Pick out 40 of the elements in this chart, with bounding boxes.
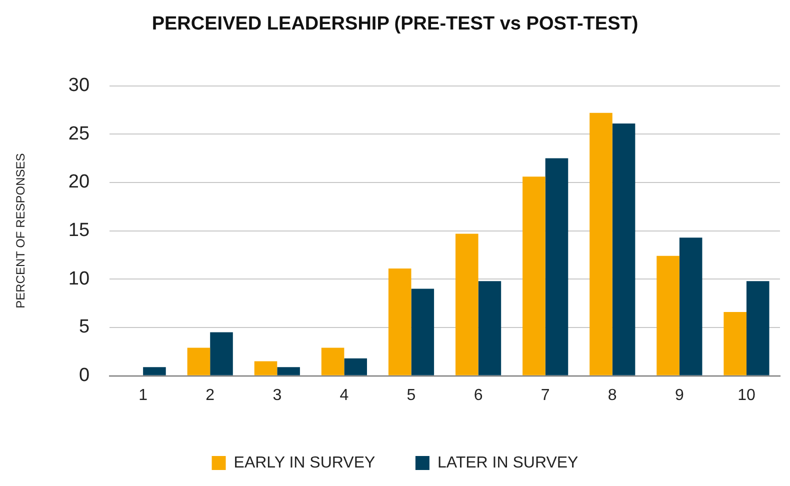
bar	[478, 281, 502, 376]
legend-label: EARLY IN SURVEY	[234, 454, 376, 472]
bar	[277, 367, 300, 376]
y-tick-label: 30	[68, 75, 90, 96]
x-tick-label: 4	[340, 386, 349, 404]
x-tick-label: 9	[674, 386, 684, 404]
bar	[746, 281, 770, 376]
x-tick-label: 8	[608, 386, 617, 404]
x-tick-label: 3	[272, 386, 282, 404]
y-tick-label: 15	[68, 220, 90, 242]
y-tick-label: 0	[78, 365, 90, 386]
bar	[321, 348, 344, 376]
bar	[254, 361, 278, 376]
bar	[210, 332, 233, 376]
bar	[724, 312, 746, 376]
y-tick-label: 5	[78, 316, 90, 338]
bar	[656, 256, 680, 376]
x-tick-label: 6	[474, 386, 483, 404]
x-tick-label: 5	[406, 386, 416, 404]
y-tick-label: 20	[68, 172, 90, 193]
legend-label: LATER IN SURVEY	[437, 454, 579, 472]
x-tick-label: 7	[540, 386, 550, 404]
bar	[411, 288, 434, 376]
y-axis-title: PERCENT OF RESPONSES	[14, 153, 28, 308]
bar	[612, 124, 636, 376]
bar	[522, 176, 546, 376]
bar	[545, 158, 568, 376]
bar	[143, 367, 166, 376]
y-tick-label: 10	[68, 268, 90, 290]
bar	[388, 268, 412, 376]
x-tick-label: 10	[738, 386, 756, 404]
x-tick-label: 1	[138, 386, 148, 404]
bar	[187, 348, 210, 376]
y-tick-label: 25	[68, 123, 90, 144]
bar	[455, 234, 478, 376]
bar	[679, 238, 702, 376]
chart-title: PERCEIVED LEADERSHIP (PRE-TEST vs POST-TEST)	[152, 14, 638, 35]
bar	[344, 358, 367, 376]
x-tick-label: 2	[206, 386, 215, 404]
bar	[590, 112, 612, 376]
